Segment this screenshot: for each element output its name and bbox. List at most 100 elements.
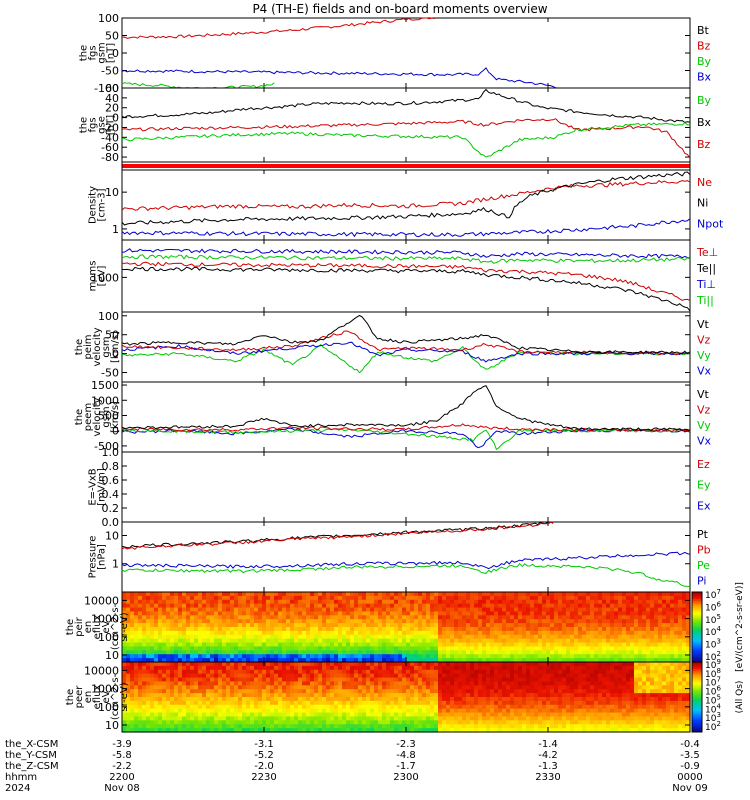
spectrogram-cell <box>378 681 383 686</box>
spectrogram-cell <box>666 599 671 605</box>
spectrogram-cell <box>470 654 475 659</box>
spectrogram-cell <box>506 685 511 690</box>
spectrogram-cell <box>562 728 567 733</box>
spectrogram-cell <box>506 693 511 698</box>
legend-Vt: Vt <box>697 318 710 331</box>
spectrogram-cell <box>378 708 383 714</box>
spectrogram-cell <box>334 642 339 648</box>
spectrogram-cell <box>518 630 523 636</box>
spectrogram-cell <box>422 611 427 616</box>
spectrogram-cell <box>530 662 535 667</box>
spectrogram-cell <box>506 638 511 644</box>
spectrogram-cell <box>686 646 691 651</box>
spectrogram-cell <box>270 630 275 636</box>
spectrogram-cell <box>310 611 315 616</box>
spectrogram-cell <box>282 592 287 597</box>
spectrogram-cell <box>470 716 475 721</box>
spectrogram-cell <box>350 677 355 683</box>
spectrogram-cell <box>442 677 447 683</box>
spectrogram-cell <box>458 669 463 675</box>
spectrogram-cell <box>422 646 427 651</box>
spectrogram-cell <box>510 634 515 640</box>
spectrogram-cell <box>154 650 159 655</box>
spectrogram-cell <box>338 677 343 683</box>
spectrogram-cell <box>154 638 159 644</box>
spectrogram-cell <box>414 642 419 648</box>
spectrogram-cell <box>146 619 151 624</box>
spectrogram-cell <box>406 716 411 721</box>
spectrogram-cell <box>422 708 427 714</box>
spectrogram-cell <box>122 630 127 636</box>
spectrogram-cell <box>478 654 483 659</box>
spectrogram-cell <box>438 592 443 597</box>
spectrogram-cell <box>342 607 347 613</box>
spectrogram-cell <box>142 673 147 679</box>
spectrogram-cell <box>426 704 431 710</box>
spectrogram-cell <box>430 619 435 624</box>
spectrogram-cell <box>210 662 215 667</box>
spectrogram-cell <box>410 728 415 733</box>
spectrogram-cell <box>246 708 251 714</box>
spectrogram-cell <box>278 689 283 694</box>
spectrogram-cell <box>466 724 471 729</box>
spectrogram-cell <box>266 627 271 632</box>
spectrogram-cell <box>130 603 135 609</box>
spectrogram-cell <box>498 646 503 651</box>
spectrogram-cell <box>222 697 227 702</box>
spectrogram-cell <box>422 712 427 718</box>
spectrogram-cell <box>394 627 399 632</box>
spectrogram-cell <box>558 630 563 636</box>
spectrogram-cell <box>598 634 603 640</box>
spectrogram-cell <box>242 665 247 671</box>
spectrogram-cell <box>134 595 139 601</box>
spectrogram-cell <box>306 685 311 690</box>
spectrogram-cell <box>414 708 419 714</box>
spectrogram-cell <box>278 642 283 648</box>
spectrogram-cell <box>554 638 559 644</box>
spectrogram-cell <box>514 638 519 644</box>
spectrogram-cell <box>430 665 435 671</box>
series-line-Vt <box>121 385 691 432</box>
spectrogram-cell <box>246 623 251 628</box>
spectrogram-cell <box>490 704 495 710</box>
spectrogram-cell <box>150 689 155 694</box>
spectrogram-cell <box>318 700 323 706</box>
spectrogram-cell <box>382 615 387 620</box>
spectrogram-cell <box>554 619 559 624</box>
spectrogram-cell <box>262 623 267 628</box>
spectrogram-cell <box>294 642 299 648</box>
spectrogram-cell <box>414 654 419 659</box>
spectrogram-cell <box>526 615 531 620</box>
spectrogram-cell <box>522 689 527 694</box>
spectrogram-cell <box>454 638 459 644</box>
spectrogram-cell <box>326 603 331 609</box>
spectrogram-cell <box>258 607 263 613</box>
spectrogram-cell <box>686 611 691 616</box>
spectrogram-cell <box>542 634 547 640</box>
spectrogram-cell <box>262 627 267 632</box>
spectrogram-cell <box>310 673 315 679</box>
spectrogram-cell <box>370 728 375 733</box>
colorbar-cell <box>692 627 702 630</box>
spectrogram-cell <box>142 724 147 729</box>
spectrogram-cell <box>222 611 227 616</box>
spectrogram-cell <box>210 712 215 718</box>
spectrogram-cell <box>190 634 195 640</box>
spectrogram-cell <box>246 654 251 659</box>
spectrogram-cell <box>234 599 239 605</box>
spectrogram-cell <box>442 654 447 659</box>
spectrogram-cell <box>310 724 315 729</box>
spectrogram-cell <box>326 627 331 632</box>
spectrogram-cell <box>302 689 307 694</box>
spectrogram-cell <box>538 728 543 733</box>
spectrogram-cell <box>302 623 307 628</box>
spectrogram-cell <box>398 603 403 609</box>
spectrogram-cell <box>566 634 571 640</box>
spectrogram-cell <box>426 728 431 733</box>
spectrogram-cell <box>482 623 487 628</box>
spectrogram-cell <box>354 681 359 686</box>
spectrogram-cell <box>230 689 235 694</box>
spectrogram-cell <box>602 654 607 659</box>
spectrogram-cell <box>658 592 663 597</box>
spectrogram-cell <box>654 599 659 605</box>
